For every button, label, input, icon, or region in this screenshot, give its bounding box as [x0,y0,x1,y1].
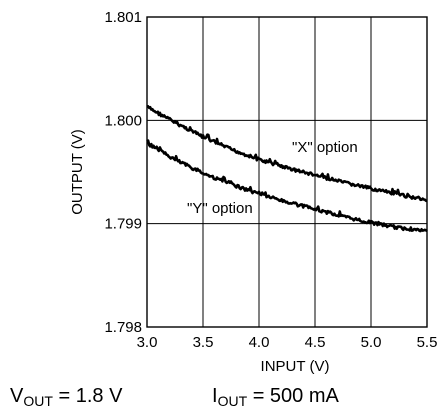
y-tick-label: 1.799 [104,216,142,233]
vout-subscript: OUT [23,393,53,409]
y-option-annotation: "Y" option [187,200,253,217]
x-tick-label: 4.0 [249,334,270,351]
iout-symbol: I [212,385,218,407]
grid [147,17,427,327]
vout-value: = 1.8 V [58,385,123,407]
x-tick-label: 5.5 [417,334,438,351]
vout-condition: VOUT = 1.8 V [10,385,122,409]
x-tick-label: 5.0 [361,334,382,351]
y-tick-labels: 1.798 1.799 1.800 1.801 [104,9,142,336]
x-option-annotation: "X" option [292,139,358,156]
vout-symbol: V [10,385,24,407]
series-line-x-option [146,105,428,203]
iout-value: = 500 mA [252,385,339,407]
series-group [146,105,428,233]
y-axis-label: OUTPUT (V) [69,129,86,215]
iout-condition: IOUT = 500 mA [212,385,339,409]
y-tick-label: 1.798 [104,319,142,336]
y-tick-label: 1.801 [104,9,142,26]
x-tick-labels: 3.0 3.5 4.0 4.5 5.0 5.5 [137,334,438,351]
series-line-y-option [146,139,428,233]
iout-subscript: OUT [217,393,248,409]
x-tick-label: 3.0 [137,334,158,351]
line-chart: 3.0 3.5 4.0 4.5 5.0 5.5 1.7981.7991.8001.801 … [69,9,438,375]
y-tick-label: 1.800 [104,112,142,129]
plot-frame [146,16,428,328]
x-tick-label: 4.5 [305,334,326,351]
x-axis-label: INPUT (V) [261,358,330,375]
x-tick-label: 3.5 [193,334,214,351]
